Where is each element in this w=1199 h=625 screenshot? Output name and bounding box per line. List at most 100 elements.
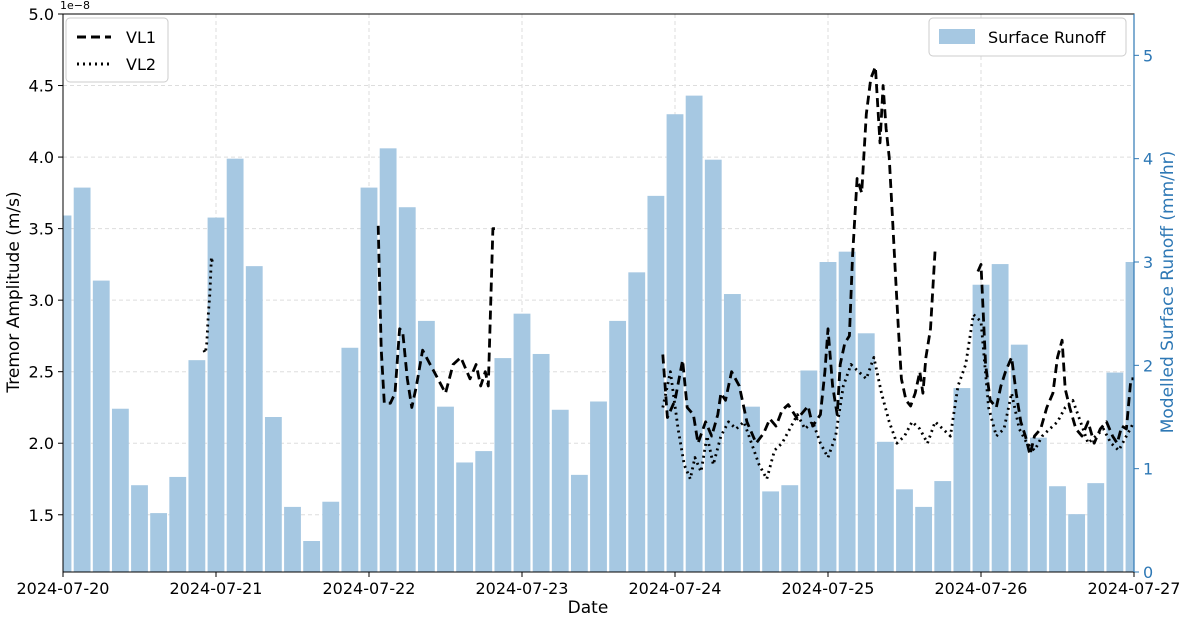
legend-left: VL1 VL2 bbox=[65, 17, 169, 83]
runoff-bar bbox=[1068, 514, 1086, 572]
tick-labels: 2024-07-20 2024-07-21 2024-07-22 2024-07-23… bbox=[17, 5, 1181, 598]
y-right-tick-label: 5 bbox=[1143, 46, 1153, 65]
runoff-bar bbox=[245, 266, 263, 572]
y-right-tick-label: 3 bbox=[1143, 253, 1153, 272]
x-axis-title: Date bbox=[568, 598, 609, 618]
runoff-bar bbox=[934, 481, 952, 572]
runoff-bar bbox=[590, 401, 607, 572]
legend-vl1-label: VL1 bbox=[126, 28, 156, 47]
right-axis-title: Modelled Surface Runoff (mm/hr) bbox=[1158, 151, 1178, 434]
y-left-tick-label: 4.0 bbox=[29, 148, 54, 167]
runoff-bar bbox=[800, 370, 818, 572]
runoff-bar bbox=[207, 217, 225, 573]
x-tick-label: 2024-07-23 bbox=[476, 579, 569, 598]
runoff-bar bbox=[360, 187, 378, 572]
runoff-bar bbox=[111, 408, 129, 572]
runoff-bar bbox=[92, 280, 110, 572]
x-tick-label: 2024-07-26 bbox=[935, 579, 1028, 598]
runoff-bar bbox=[1010, 344, 1028, 572]
runoff-bar bbox=[1029, 437, 1047, 572]
x-tick-label: 2024-07-24 bbox=[629, 579, 722, 598]
series-line-vl2 bbox=[202, 255, 215, 355]
runoff-bar bbox=[188, 360, 206, 572]
runoff-bar bbox=[150, 513, 168, 572]
runoff-bar bbox=[953, 388, 971, 572]
runoff-bar bbox=[169, 476, 187, 572]
x-tick-label: 2024-07-21 bbox=[170, 579, 263, 598]
runoff-bar bbox=[991, 264, 1009, 572]
y-left-tick-label: 2.5 bbox=[29, 363, 54, 382]
legend-vl2-label: VL2 bbox=[126, 55, 156, 74]
runoff-bar bbox=[666, 114, 684, 572]
runoff-bar bbox=[341, 347, 359, 572]
x-tick-label: 2024-07-25 bbox=[782, 579, 875, 598]
runoff-bar bbox=[723, 294, 741, 572]
runoff-bar bbox=[685, 95, 703, 572]
runoff-bar bbox=[972, 284, 990, 572]
series-line-vl1 bbox=[376, 225, 496, 409]
x-tick-label: 2024-07-27 bbox=[1088, 579, 1181, 598]
y-left-tick-label: 2.0 bbox=[29, 434, 54, 453]
runoff-bar bbox=[475, 451, 493, 572]
y-right-tick-label: 0 bbox=[1143, 563, 1153, 582]
legend-runoff-label: Surface Runoff bbox=[988, 28, 1107, 47]
y-left-tick-label: 4.5 bbox=[29, 77, 54, 96]
runoff-bar bbox=[131, 485, 148, 572]
runoff-bar bbox=[647, 195, 665, 572]
runoff-bar bbox=[63, 215, 72, 572]
runoff-bar bbox=[303, 541, 321, 572]
legend-right: Surface Runoff bbox=[928, 17, 1127, 57]
runoff-bar bbox=[532, 353, 550, 572]
runoff-bar bbox=[417, 320, 435, 572]
runoff-bar bbox=[494, 358, 512, 572]
legend-left-box bbox=[65, 17, 169, 83]
runoff-bar bbox=[1125, 262, 1134, 572]
runoff-bar bbox=[743, 406, 760, 572]
axes bbox=[58, 13, 1139, 577]
runoff-bar bbox=[1087, 483, 1105, 572]
runoff-bar bbox=[1049, 486, 1066, 572]
left-axis-title: Tremor Amplitude (m/s) bbox=[4, 191, 24, 393]
legend-runoff-swatch bbox=[939, 29, 975, 44]
runoff-bar bbox=[513, 313, 531, 572]
runoff-bar bbox=[456, 462, 474, 572]
series-line-vl2 bbox=[661, 313, 1136, 481]
runoff-bar bbox=[73, 187, 91, 572]
runoff-bar bbox=[379, 148, 397, 573]
x-tick-label: 2024-07-20 bbox=[17, 579, 110, 598]
runoff-bar bbox=[628, 272, 646, 572]
legend-right-box bbox=[928, 17, 1127, 57]
tremor-lines bbox=[202, 65, 1136, 481]
runoff-bar bbox=[398, 207, 416, 572]
runoff-bar bbox=[264, 417, 282, 572]
y-left-tick-label: 3.0 bbox=[29, 291, 54, 310]
runoff-bar bbox=[284, 506, 301, 572]
y-right-tick-label: 2 bbox=[1143, 356, 1153, 375]
y-left-tick-label: 1.5 bbox=[29, 506, 54, 525]
x-tick-label: 2024-07-22 bbox=[323, 579, 416, 598]
runoff-bar bbox=[437, 406, 454, 572]
runoff-bar bbox=[570, 474, 588, 572]
runoff-bar bbox=[1106, 372, 1124, 572]
runoff-bar bbox=[781, 485, 799, 572]
runoff-bar bbox=[226, 158, 244, 572]
runoff-bar bbox=[896, 489, 913, 572]
runoff-bar bbox=[915, 506, 933, 572]
runoff-bar bbox=[322, 501, 340, 572]
runoff-bar bbox=[762, 491, 780, 572]
runoff-bar bbox=[609, 320, 627, 572]
y-left-tick-label: 5.0 bbox=[29, 5, 54, 24]
runoff-bar bbox=[838, 251, 856, 572]
runoff-bars bbox=[63, 95, 1134, 573]
runoff-bar bbox=[876, 441, 894, 572]
y-right-tick-label: 4 bbox=[1143, 150, 1153, 169]
y-right-tick-label: 1 bbox=[1143, 460, 1153, 479]
runoff-bar bbox=[551, 409, 569, 572]
runoff-bar bbox=[857, 333, 875, 572]
left-axis-scale-label: 1e−8 bbox=[60, 0, 90, 12]
runoff-bar bbox=[819, 262, 837, 572]
series-line-vl1 bbox=[661, 65, 937, 445]
y-left-tick-label: 3.5 bbox=[29, 220, 54, 239]
runoff-bar bbox=[704, 159, 722, 572]
